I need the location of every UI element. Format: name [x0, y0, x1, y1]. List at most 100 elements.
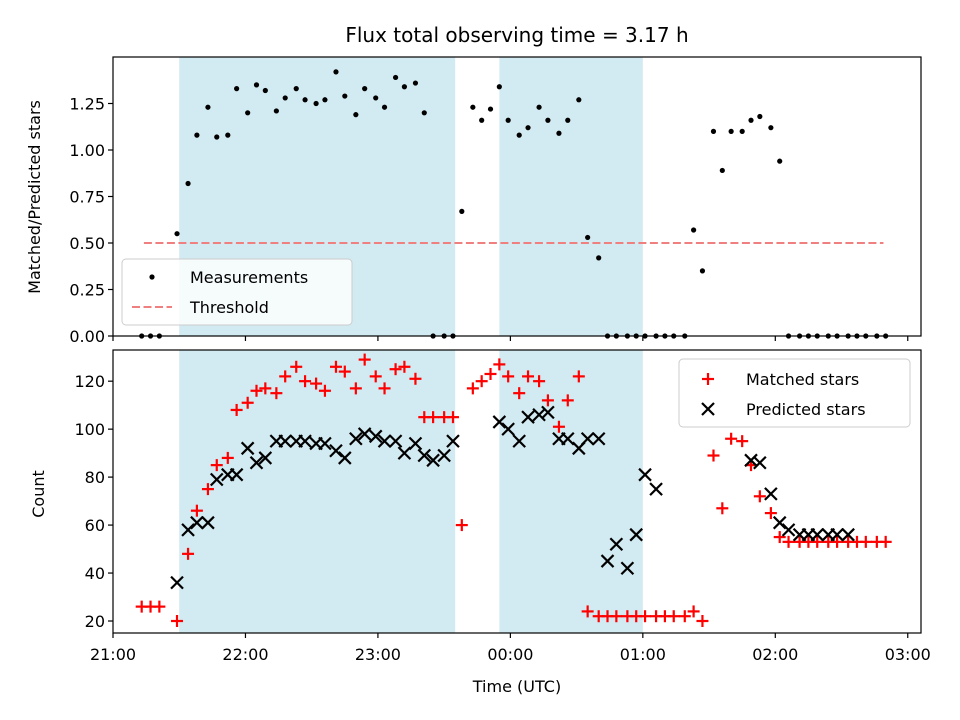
predicted-stars-point [541, 405, 555, 420]
measurements-point [699, 268, 706, 274]
measurements-point [459, 208, 465, 214]
top-legend-frame [121, 258, 353, 326]
measurements-point [768, 125, 774, 131]
top-y-tick-label: 0.50 [69, 234, 105, 253]
predicted-stars-point [368, 429, 383, 444]
predicted-stars-point [357, 427, 372, 441]
top-panel-ratio-chart: Matched/Predicted stars 0.00 0.25 0.50 0.75… [25, 56, 922, 346]
matched-stars-point [358, 353, 371, 366]
matched-stars-point [541, 394, 554, 407]
predicted-stars-point [830, 527, 844, 542]
x-tick-label: 00:00 [487, 645, 533, 664]
predicted-stars-point [580, 431, 595, 446]
predicted-stars-point [377, 434, 392, 448]
predicted-stars-point [591, 431, 606, 446]
x-tick-label: 21:00 [90, 645, 136, 664]
predicted-stars-point [240, 441, 255, 456]
predicted-stars-point [560, 431, 575, 446]
predicted-stars-point [532, 407, 546, 422]
predicted-stars-point [181, 523, 195, 537]
matched-stars-point [879, 535, 892, 548]
measurements-point [545, 117, 551, 123]
top-legend: Measurements Threshold [121, 258, 353, 326]
bottom-y-tick-label: 100 [74, 420, 105, 439]
matched-stars-point [773, 531, 786, 544]
matched-stars-point [831, 535, 844, 548]
measurements-point [273, 108, 279, 114]
matched-stars-point [466, 382, 479, 395]
predicted-stars-point [170, 575, 184, 590]
matched-stars-point [455, 519, 468, 532]
measurements-point [536, 104, 542, 110]
measurements-point [470, 104, 476, 110]
measurements-point [739, 128, 745, 134]
matched-stars-point [338, 365, 351, 378]
matched-stars-point [221, 451, 234, 464]
top-y-axis-label: Matched/Predicted stars [25, 100, 44, 294]
predicted-stars-point [229, 467, 244, 482]
matched-stars-point [533, 375, 546, 388]
matched-stars-point [572, 370, 585, 383]
top-y-tick-label: 1.00 [69, 141, 105, 160]
top-y-tick-label: 0.75 [69, 188, 105, 207]
matched-stars-point [639, 610, 652, 623]
matched-stars-point [259, 382, 272, 395]
matched-stars-point [409, 372, 422, 385]
measurements-point [516, 132, 522, 138]
legend-measurements-marker [149, 274, 155, 280]
measurements-point [421, 110, 427, 116]
predicted-stars-point [609, 537, 624, 552]
matched-stars-point [270, 387, 283, 400]
matched-stars-point [398, 360, 411, 373]
measurements-point [282, 95, 288, 101]
measurements-point [174, 231, 180, 237]
matched-stars-point [475, 375, 488, 388]
measurements-point [710, 128, 717, 134]
measurements-point [381, 104, 388, 110]
predicted-stars-point [620, 561, 635, 576]
measurements-point [576, 97, 582, 103]
matched-stars-point [329, 360, 342, 373]
measurements-point [596, 255, 602, 261]
predicted-stars-point [437, 448, 451, 463]
predicted-stars-point [298, 434, 312, 448]
bottom-y-tick-label: 80 [85, 468, 105, 487]
bottom-y-tick-label: 120 [74, 372, 105, 391]
predicted-stars-point [318, 436, 332, 451]
matched-stars-point [299, 375, 312, 388]
predicted-stars-point [329, 443, 343, 458]
matched-stars-point [290, 360, 303, 373]
legend-predicted-marker [701, 402, 715, 416]
matched-stars-point [310, 377, 323, 390]
predicted-stars-point [388, 434, 403, 448]
predicted-stars-point [744, 453, 758, 468]
legend-matched-marker [702, 373, 714, 385]
measurements-point [691, 227, 697, 233]
predicted-stars-point [417, 448, 432, 463]
x-tick-label: 23:00 [355, 645, 401, 664]
bottom-shaded-interval-1 [179, 350, 456, 633]
predicted-stars-point [397, 446, 412, 460]
x-axis-label: Time (UTC) [472, 677, 561, 696]
matched-stars-point [561, 394, 574, 407]
predicted-stars-point [446, 434, 460, 448]
bottom-y-tick-label: 60 [85, 516, 105, 535]
matched-stars-point [182, 547, 195, 560]
predicted-stars-point [764, 487, 778, 501]
measurements-point [479, 117, 485, 123]
matched-stars-point [250, 384, 263, 397]
matched-stars-point [171, 615, 184, 628]
measurements-point [565, 117, 571, 123]
predicted-stars-point [338, 451, 352, 465]
matched-stars-point [190, 504, 203, 517]
measurements-point [556, 130, 562, 136]
matched-stars-point [230, 403, 243, 416]
matched-stars-point [513, 387, 526, 400]
measurements-point [525, 125, 531, 131]
measurements-point [194, 132, 200, 138]
predicted-stars-point [408, 436, 423, 451]
measurements-point [333, 69, 339, 75]
top-y-tick-label: 1.25 [69, 95, 105, 114]
measurements-point [777, 158, 783, 164]
